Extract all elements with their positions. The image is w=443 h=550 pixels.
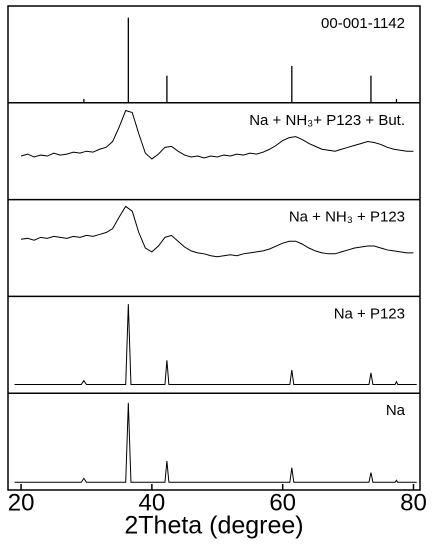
pattern-line <box>20 109 414 160</box>
pattern-label: Na + NH₃+ P123 + But. <box>249 112 405 129</box>
x-tick-label: 60 <box>269 489 296 516</box>
plot-frame <box>7 5 421 491</box>
x-tick-label: 20 <box>8 489 35 516</box>
x-tick-label: 80 <box>400 489 427 516</box>
x-tick-label: 40 <box>139 489 166 516</box>
pattern-line <box>14 402 417 483</box>
pattern-label: Na <box>386 402 406 419</box>
pattern-label: Na + P123 <box>334 305 405 322</box>
pattern-line <box>14 304 417 385</box>
pattern-line <box>21 205 414 258</box>
pattern-label: 00-001-1142 <box>321 15 405 32</box>
x-axis-title: 2Theta (degree) <box>124 512 303 540</box>
pattern-label: Na + NH₃ + P123 <box>289 209 405 226</box>
